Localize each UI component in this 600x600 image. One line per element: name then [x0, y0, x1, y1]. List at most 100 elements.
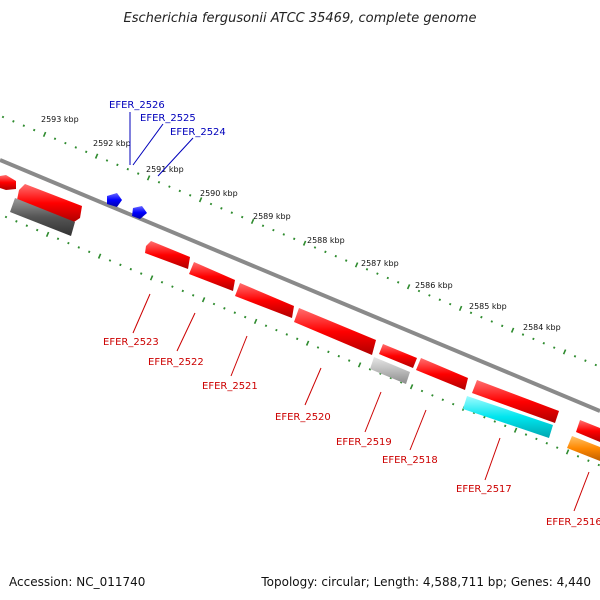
gene-feature[interactable]: [294, 308, 376, 355]
scale-major-tick: [42, 131, 47, 138]
scale-minor-tick: [334, 254, 338, 258]
gene-label[interactable]: EFER_2523: [103, 337, 159, 348]
leader-line: [157, 137, 194, 177]
scale-minor-tick: [438, 298, 442, 302]
scale-major-tick: [458, 305, 463, 312]
scale-minor-tick: [12, 120, 15, 123]
scale-label: 2590 kbp: [200, 189, 238, 198]
gene-label[interactable]: EFER_2526: [109, 100, 165, 111]
scale-labels: 2593 kbp 2592 kbp 2591 kbp 2590 kbp 2589…: [41, 115, 561, 332]
gene-label[interactable]: EFER_2520: [275, 412, 331, 423]
scale-minor-tick: [365, 268, 369, 271]
gene-label[interactable]: EFER_2519: [336, 437, 392, 448]
gene-feature[interactable]: [463, 396, 553, 438]
gene-feature[interactable]: [567, 436, 600, 461]
scale-minor-tick: [116, 163, 119, 167]
gene-feature[interactable]: [17, 184, 82, 222]
scale-minor-tick: [587, 459, 590, 462]
gene-label[interactable]: EFER_2524: [170, 127, 226, 138]
scale-minor-tick: [347, 359, 351, 362]
gene-feature[interactable]: [189, 262, 235, 291]
scale-major-tick: [201, 297, 206, 303]
gene-feature[interactable]: [370, 357, 410, 384]
gene-feature[interactable]: [132, 206, 147, 219]
scale-minor-tick: [56, 237, 60, 241]
scale-minor-tick: [74, 146, 78, 149]
scale-minor-tick: [64, 141, 67, 145]
scale-minor-tick: [483, 415, 486, 419]
gene-feature[interactable]: [379, 344, 417, 368]
scale-minor-tick: [53, 137, 57, 141]
scale-minor-tick: [431, 394, 434, 397]
gene-feature[interactable]: [416, 358, 468, 390]
leader-line: [409, 409, 427, 451]
reverse-strand-genes: [0, 175, 600, 461]
scale-label: 2585 kbp: [469, 302, 507, 311]
scale-minor-tick: [448, 302, 452, 306]
scale-minor-tick: [243, 315, 247, 319]
scale-minor-tick: [316, 346, 320, 349]
scale-minor-tick: [272, 228, 275, 232]
outer-scale-ring: [1, 115, 598, 367]
leader-line: [176, 312, 196, 352]
scale-minor-tick: [313, 246, 317, 249]
scale-major-tick: [97, 253, 102, 259]
gene-label[interactable]: EFER_2518: [382, 455, 438, 466]
scale-major-tick: [357, 362, 362, 368]
scale-minor-tick: [503, 424, 507, 428]
scale-label: 2593 kbp: [41, 115, 79, 124]
scale-minor-tick: [4, 215, 8, 219]
scale-major-tick: [409, 384, 414, 390]
scale-minor-tick: [275, 328, 278, 332]
scale-major-tick: [406, 284, 411, 290]
scale-minor-tick: [1, 115, 5, 119]
scale-minor-tick: [594, 363, 598, 367]
gene-label[interactable]: EFER_2516: [546, 517, 600, 528]
scale-label: 2587 kbp: [361, 259, 399, 268]
gene-feature[interactable]: [10, 198, 75, 236]
scale-minor-tick: [22, 124, 26, 127]
gene-feature[interactable]: [472, 380, 559, 423]
scale-minor-tick: [67, 241, 70, 245]
scale-minor-tick: [493, 420, 497, 423]
scale-minor-tick: [490, 320, 494, 323]
scale-minor-tick: [555, 446, 559, 449]
scale-minor-tick: [552, 346, 556, 349]
scale-major-tick: [565, 449, 570, 455]
scale-minor-tick: [191, 294, 195, 297]
gene-feature[interactable]: [145, 241, 190, 269]
scale-minor-tick: [500, 324, 504, 328]
scale-minor-tick: [212, 302, 216, 306]
gene-feature[interactable]: [0, 175, 16, 190]
scale-minor-tick: [480, 315, 483, 319]
scale-minor-tick: [386, 276, 390, 280]
scale-minor-tick: [32, 128, 36, 132]
scale-minor-tick: [428, 294, 431, 297]
gene-label[interactable]: EFER_2521: [202, 381, 258, 392]
gene-label[interactable]: EFER_2525: [140, 113, 196, 124]
scale-label: 2584 kbp: [523, 323, 561, 332]
map-title: Escherichia fergusonii ATCC 35469, compl…: [124, 11, 477, 26]
scale-major-tick: [513, 427, 518, 433]
scale-major-tick: [302, 240, 307, 246]
gene-feature[interactable]: [107, 193, 122, 207]
scale-minor-tick: [285, 333, 289, 336]
gene-feature[interactable]: [235, 283, 294, 318]
scale-minor-tick: [77, 246, 81, 249]
scale-major-tick: [250, 218, 255, 225]
scale-minor-tick: [292, 237, 296, 241]
scale-minor-tick: [264, 324, 268, 328]
scale-minor-tick: [181, 289, 185, 293]
leader-line: [230, 335, 248, 377]
scale-minor-tick: [160, 280, 164, 284]
scale-minor-tick: [524, 433, 528, 436]
scale-minor-tick: [324, 250, 327, 254]
scale-minor-tick: [35, 228, 39, 232]
scale-major-tick: [149, 275, 154, 281]
scale-minor-tick: [223, 307, 226, 310]
gene-feature[interactable]: [576, 420, 600, 442]
scale-label: 2592 kbp: [93, 139, 131, 148]
gene-label[interactable]: EFER_2517: [456, 484, 512, 495]
gene-label[interactable]: EFER_2522: [148, 357, 204, 368]
scale-minor-tick: [178, 189, 182, 193]
